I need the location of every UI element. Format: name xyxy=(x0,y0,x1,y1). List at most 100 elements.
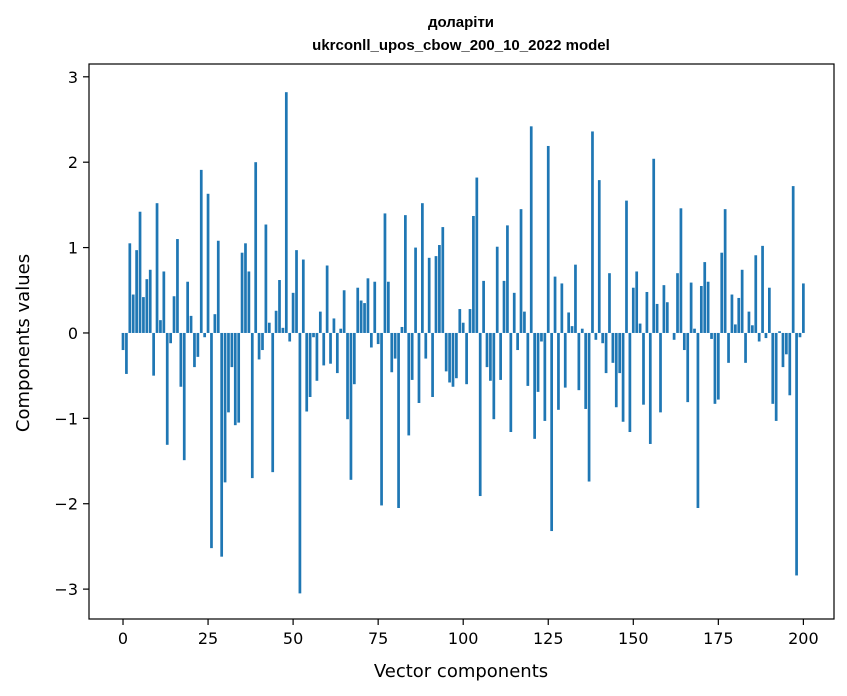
bar xyxy=(597,180,601,333)
y-axis-ticks: −3 −2 −1 0 1 2 3 xyxy=(54,68,89,599)
bar xyxy=(523,311,526,333)
bar xyxy=(458,309,462,333)
bar xyxy=(332,318,336,333)
bar xyxy=(448,332,451,383)
bar xyxy=(363,303,366,333)
bar xyxy=(455,332,458,379)
bar xyxy=(145,279,149,333)
plot-frame xyxy=(88,63,835,620)
bar xyxy=(560,283,564,333)
bar xyxy=(159,320,162,333)
y-tick-label: 1 xyxy=(68,239,78,258)
bar xyxy=(288,332,292,342)
bar xyxy=(468,309,472,333)
bar xyxy=(261,332,264,351)
bar xyxy=(424,332,428,359)
bar xyxy=(655,303,659,333)
bar xyxy=(373,281,377,333)
bar xyxy=(652,158,656,333)
bar xyxy=(676,273,679,333)
bar xyxy=(751,325,754,333)
bar xyxy=(179,332,183,387)
bar xyxy=(764,332,768,339)
bar xyxy=(628,332,632,433)
x-axis-label: Vector components xyxy=(374,661,548,682)
bar xyxy=(771,332,775,404)
x-tick-label: 50 xyxy=(283,629,303,648)
bar xyxy=(438,245,441,333)
bar xyxy=(240,252,244,333)
bar xyxy=(536,332,540,392)
bar xyxy=(376,332,380,345)
bar xyxy=(713,332,717,404)
bar xyxy=(121,332,125,351)
bar xyxy=(662,285,666,333)
bar xyxy=(267,322,271,333)
bar xyxy=(754,255,758,333)
bar xyxy=(284,92,288,333)
bar xyxy=(264,224,268,333)
bar xyxy=(176,239,179,333)
bar xyxy=(699,286,703,333)
bar xyxy=(696,332,700,508)
bar xyxy=(591,131,594,333)
bar xyxy=(281,327,285,333)
bar xyxy=(621,332,625,422)
bar xyxy=(689,282,693,333)
bar xyxy=(383,213,387,333)
bar xyxy=(196,332,200,357)
bar xyxy=(642,332,645,405)
bar xyxy=(502,280,506,333)
bar xyxy=(193,332,196,368)
bar xyxy=(216,240,220,333)
y-tick-label: −1 xyxy=(54,409,78,428)
bar xyxy=(475,177,479,333)
bar xyxy=(298,332,302,594)
bar xyxy=(665,302,669,333)
y-tick-label: −2 xyxy=(54,495,78,514)
bar xyxy=(679,208,683,333)
bar xyxy=(250,332,254,479)
bar xyxy=(189,315,193,333)
bar xyxy=(135,250,138,333)
bar xyxy=(611,332,615,363)
bar xyxy=(604,332,608,374)
bar xyxy=(570,326,574,333)
bar xyxy=(587,332,591,482)
bar xyxy=(485,332,489,368)
bar xyxy=(526,332,530,386)
bar xyxy=(390,332,394,373)
y-tick-label: 0 xyxy=(68,324,78,343)
bar xyxy=(318,311,322,333)
bar xyxy=(244,243,247,333)
bar xyxy=(744,332,747,363)
bar xyxy=(601,332,605,344)
x-tick-label: 175 xyxy=(703,629,734,648)
bar xyxy=(247,271,251,333)
bar xyxy=(142,297,145,333)
x-tick-label: 200 xyxy=(788,629,819,648)
bar xyxy=(478,332,482,497)
bar xyxy=(723,209,727,333)
bar xyxy=(230,332,234,368)
bar xyxy=(720,252,724,333)
bar xyxy=(499,332,502,380)
bar xyxy=(278,280,281,333)
bar xyxy=(512,292,516,333)
bar xyxy=(407,332,411,436)
bar xyxy=(580,328,584,333)
y-axis-label: Components values xyxy=(13,254,34,432)
bar xyxy=(533,332,536,439)
y-tick-label: 3 xyxy=(68,68,78,87)
x-axis-ticks: 0 25 50 75 100 125 150 175 200 xyxy=(118,619,819,648)
bar xyxy=(393,332,397,359)
bar xyxy=(774,332,778,421)
bar xyxy=(233,332,237,426)
bar xyxy=(169,332,172,344)
bar xyxy=(737,297,741,333)
bar xyxy=(325,265,329,333)
bar xyxy=(631,287,635,333)
bar xyxy=(574,264,577,333)
bar xyxy=(638,323,642,333)
bar xyxy=(223,332,227,483)
